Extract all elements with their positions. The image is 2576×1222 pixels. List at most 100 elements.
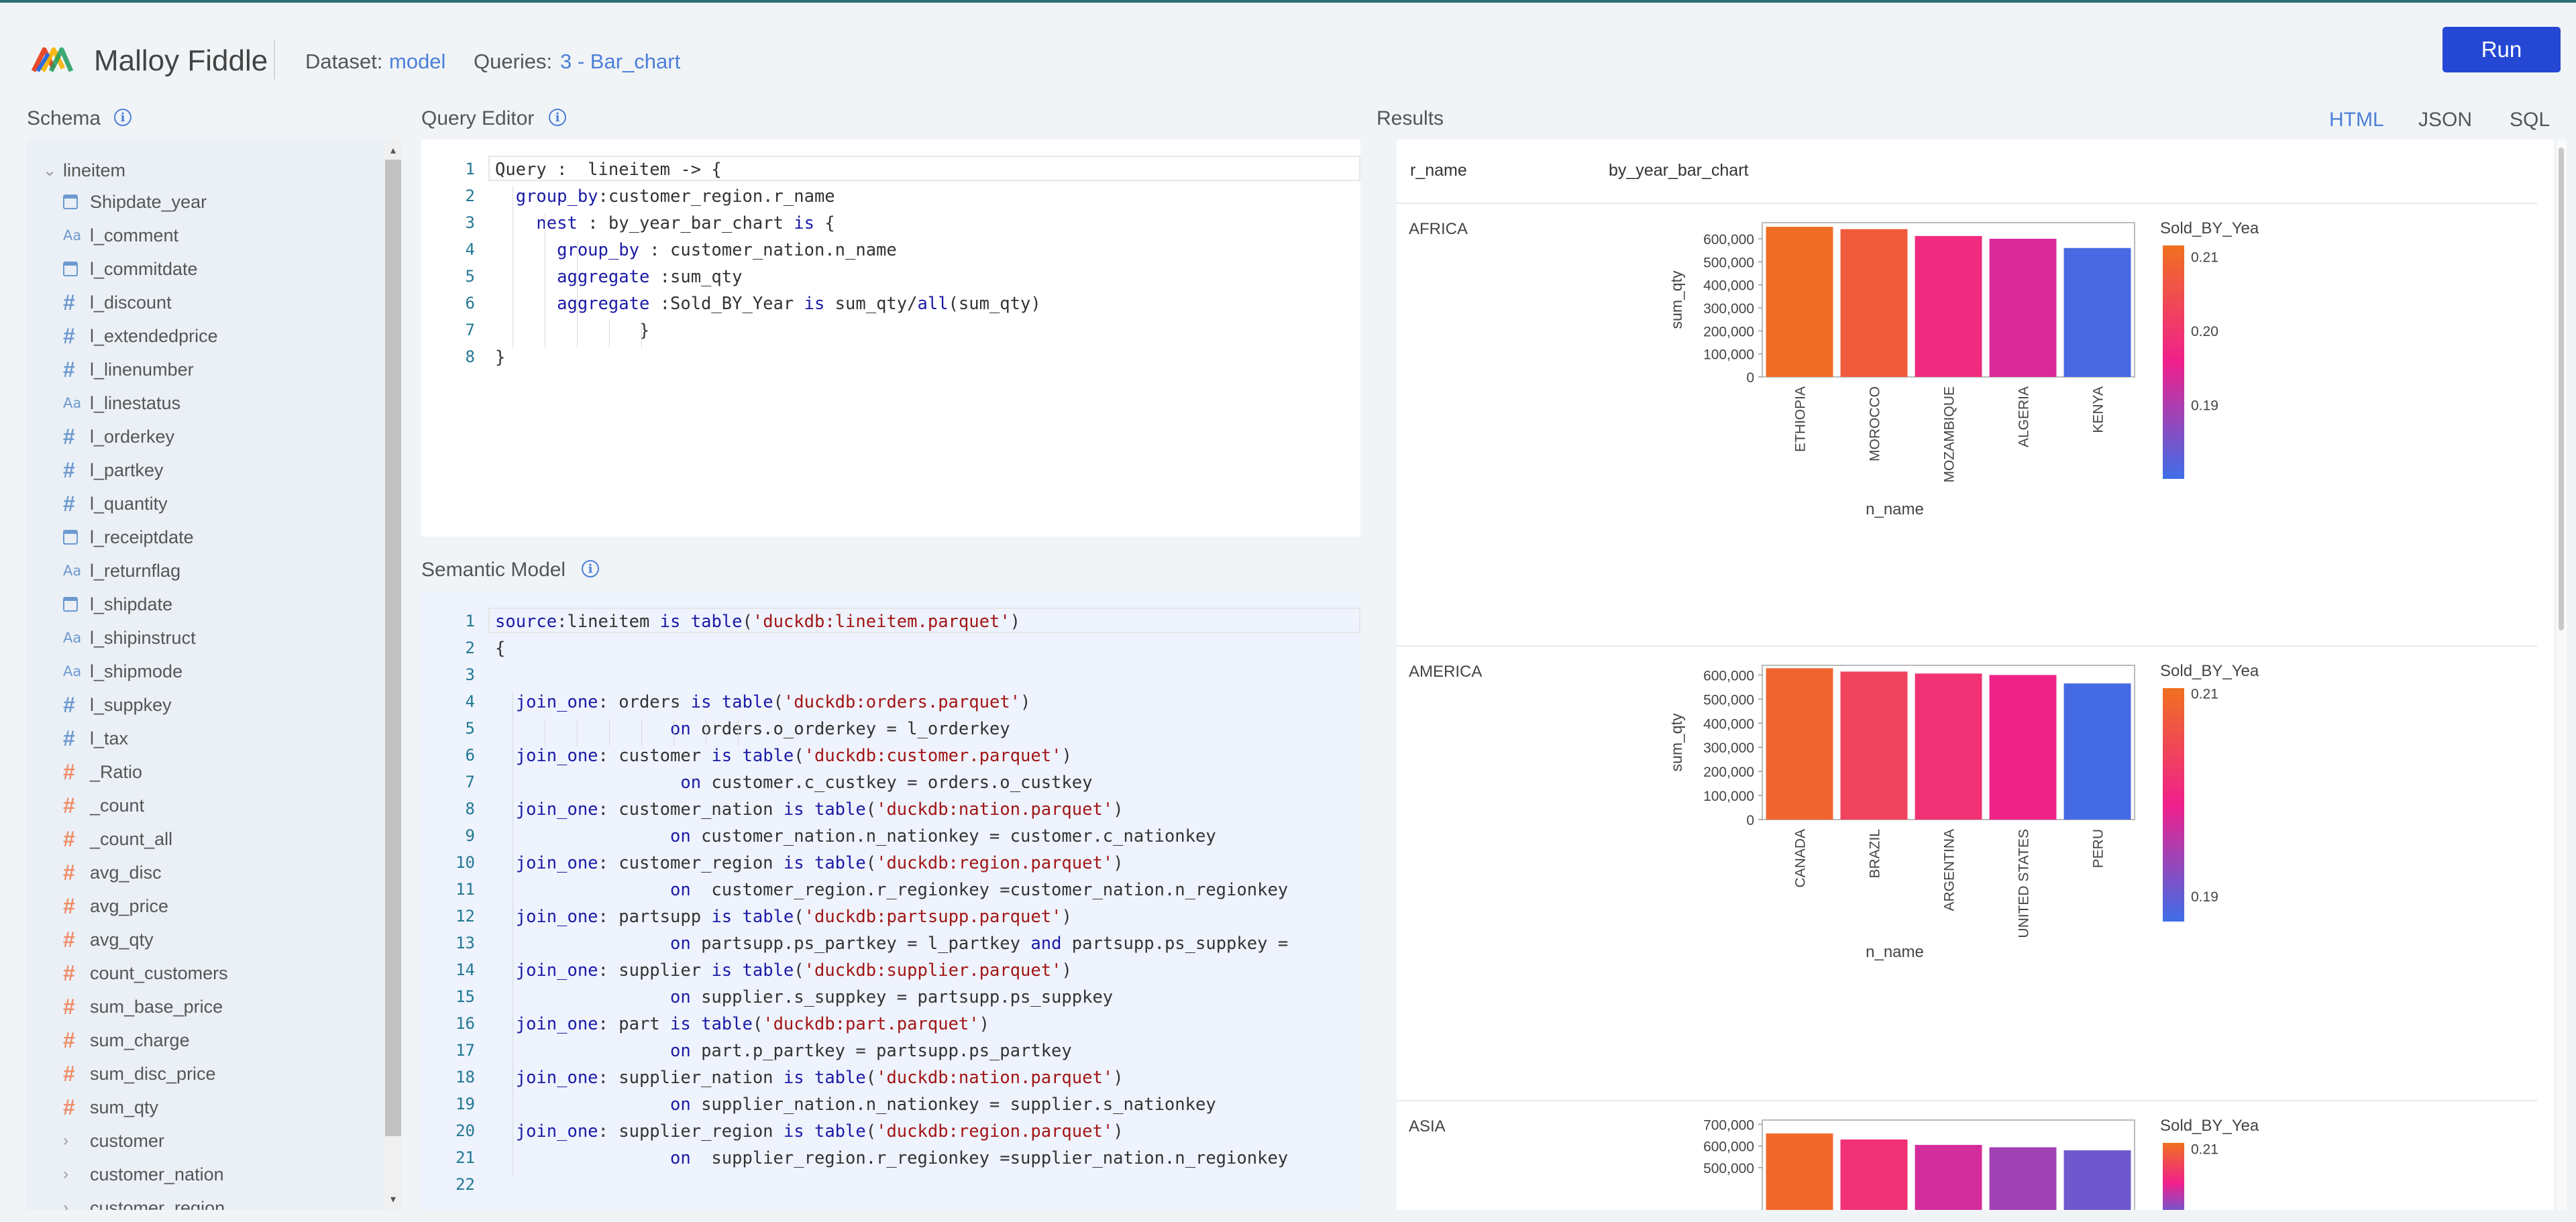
schema-field-l-orderkey[interactable]: # l_orderkey bbox=[63, 420, 228, 453]
code-line[interactable]: } bbox=[495, 347, 505, 368]
query-editor[interactable]: 1 Query : lineitem -> {2 group_by:custome… bbox=[421, 140, 1360, 537]
code-text: ) bbox=[1113, 799, 1124, 820]
bar-chart-america: 0 100,000 200,000 300,000 400,000 500,000 600,… bbox=[1668, 662, 2259, 961]
code-line[interactable]: { bbox=[495, 638, 505, 659]
code-keyword: is bbox=[659, 612, 681, 632]
row-divider bbox=[1397, 203, 2537, 204]
schema-field-l-shipdate[interactable]: l_shipdate bbox=[63, 588, 228, 621]
code-keyword: is bbox=[783, 1121, 804, 1142]
code-text: supplier_nation.n_nationkey = supplier.s… bbox=[690, 1095, 1216, 1115]
tab-html[interactable]: HTML bbox=[2329, 109, 2384, 131]
code-line[interactable]: join_one: supplier_region is table('duck… bbox=[495, 1121, 1124, 1142]
schema-field-l-shipinstruct[interactable]: Aa l_shipinstruct bbox=[63, 621, 228, 655]
code-line[interactable]: on customer.c_custkey = orders.o_custkey bbox=[495, 773, 1092, 793]
run-button[interactable]: Run bbox=[2443, 27, 2561, 72]
code-line[interactable]: on partsupp.ps_partkey = l_partkey and p… bbox=[495, 934, 1288, 954]
schema-field-avg-price[interactable]: # avg_price bbox=[63, 889, 228, 923]
schema-field-l-quantity[interactable]: # l_quantity bbox=[63, 487, 228, 520]
schema-field-customer[interactable]: › customer bbox=[63, 1124, 228, 1158]
dataset-select[interactable]: model bbox=[389, 50, 446, 73]
code-line[interactable]: on customer_nation.n_nationkey = custome… bbox=[495, 826, 1216, 846]
schema-field-sum-charge[interactable]: # sum_charge bbox=[63, 1023, 228, 1057]
code-line[interactable]: join_one: partsupp is table('duckdb:part… bbox=[495, 907, 1072, 927]
schema-field-l-comment[interactable]: Aa l_comment bbox=[63, 219, 228, 252]
schema-field-ratio[interactable]: # _Ratio bbox=[63, 755, 228, 789]
schema-field-l-shipmode[interactable]: Aa l_shipmode bbox=[63, 655, 228, 688]
schema-field-avg-disc[interactable]: # avg_disc bbox=[63, 856, 228, 889]
schema-field-l-partkey[interactable]: # l_partkey bbox=[63, 453, 228, 487]
schema-field-count-customers[interactable]: # count_customers bbox=[63, 956, 228, 990]
code-keyword: table bbox=[742, 746, 794, 766]
schema-field-sum-disc-price[interactable]: # sum_disc_price bbox=[63, 1057, 228, 1091]
code-line[interactable]: on customer_region.r_regionkey =customer… bbox=[495, 880, 1288, 900]
schema-field-l-linestatus[interactable]: Aa l_linestatus bbox=[63, 386, 228, 420]
schema-field-label: l_shipinstruct bbox=[90, 627, 196, 648]
chevron-right-icon: › bbox=[63, 1131, 68, 1150]
schema-field-customer-region[interactable]: › customer_region bbox=[63, 1191, 228, 1211]
code-line[interactable]: on orders.o_orderkey = l_orderkey bbox=[495, 719, 1010, 739]
code-line[interactable]: aggregate :sum_qty bbox=[495, 267, 742, 287]
schema-field-l-extendedprice[interactable]: # l_extendedprice bbox=[63, 319, 228, 353]
schema-field-label: sum_qty bbox=[90, 1097, 159, 1117]
code-line[interactable]: nest : by_year_bar_chart is { bbox=[495, 213, 835, 233]
schema-root-lineitem[interactable]: ⌄ lineitem bbox=[43, 157, 125, 184]
schema-field-count-all[interactable]: # _count_all bbox=[63, 822, 228, 856]
schema-field-avg-qty[interactable]: # avg_qty bbox=[63, 923, 228, 956]
code-text: customer_region.r_regionkey =customer_na… bbox=[690, 880, 1289, 900]
schema-scrollbar[interactable]: ▴ ▾ bbox=[385, 140, 401, 1210]
scroll-up-arrow-icon[interactable]: ▴ bbox=[390, 145, 396, 156]
schema-field-l-linenumber[interactable]: # l_linenumber bbox=[63, 353, 228, 386]
code-line[interactable]: source:lineitem is table('duckdb:lineite… bbox=[495, 612, 1020, 632]
y-tick-label: 0 bbox=[1746, 370, 1754, 386]
code-line[interactable]: } bbox=[495, 321, 649, 341]
schema-field-l-commitdate[interactable]: l_commitdate bbox=[63, 252, 228, 286]
measure-hash-icon: # bbox=[63, 893, 75, 918]
schema-scrollbar-thumb[interactable] bbox=[385, 160, 401, 1136]
code-line[interactable]: join_one: customer is table('duckdb:cust… bbox=[495, 746, 1072, 766]
code-line[interactable]: join_one: customer_region is table('duck… bbox=[495, 853, 1124, 873]
code-line[interactable]: join_one: supplier is table('duckdb:supp… bbox=[495, 960, 1072, 981]
semantic-model-editor[interactable]: 1 source:lineitem is table('duckdb:lineit… bbox=[421, 592, 1360, 1210]
code-line[interactable]: on supplier.s_suppkey = partsupp.ps_supp… bbox=[495, 987, 1113, 1007]
queries-select[interactable]: 3 - Bar_chart bbox=[560, 50, 681, 73]
line-number: 2 bbox=[465, 186, 475, 205]
line-number: 4 bbox=[465, 240, 475, 259]
query-editor-info-icon[interactable]: i bbox=[549, 109, 566, 126]
schema-field-customer-nation[interactable]: › customer_nation bbox=[63, 1158, 228, 1191]
schema-field-l-returnflag[interactable]: Aa l_returnflag bbox=[63, 554, 228, 588]
code-line[interactable]: on part.p_partkey = partsupp.ps_partkey bbox=[495, 1041, 1072, 1061]
schema-field-l-tax[interactable]: # l_tax bbox=[63, 722, 228, 755]
code-line[interactable]: join_one: part is table('duckdb:part.par… bbox=[495, 1014, 989, 1034]
schema-field-shipdate-year[interactable]: Shipdate_year bbox=[63, 185, 228, 219]
schema-field-l-discount[interactable]: # l_discount bbox=[63, 286, 228, 319]
code-text: ( bbox=[794, 960, 804, 981]
code-line[interactable]: Query : lineitem -> { bbox=[495, 160, 722, 180]
queries-label: Queries: bbox=[474, 50, 553, 73]
tab-sql[interactable]: SQL bbox=[2510, 109, 2551, 131]
scroll-down-arrow-icon[interactable]: ▾ bbox=[390, 1194, 396, 1205]
schema-info-icon[interactable]: i bbox=[114, 109, 131, 126]
y-tick-label: 600,000 bbox=[1703, 232, 1754, 247]
code-line[interactable]: group_by:customer_region.r_name bbox=[495, 186, 835, 207]
schema-field-count[interactable]: # _count bbox=[63, 789, 228, 822]
code-line[interactable]: join_one: orders is table('duckdb:orders… bbox=[495, 692, 1031, 712]
semantic-model-info-icon[interactable]: i bbox=[582, 560, 599, 577]
schema-field-sum-qty[interactable]: # sum_qty bbox=[63, 1091, 228, 1124]
tab-json[interactable]: JSON bbox=[2418, 109, 2473, 131]
code-keyword: on bbox=[670, 1041, 691, 1061]
code-line[interactable]: on supplier_nation.n_nationkey = supplie… bbox=[495, 1095, 1216, 1115]
color-legend-tick: 0.21 bbox=[2191, 250, 2218, 266]
code-line[interactable]: aggregate :Sold_BY_Year is sum_qty/all(s… bbox=[495, 294, 1041, 314]
schema-field-sum-base-price[interactable]: # sum_base_price bbox=[63, 990, 228, 1023]
code-line[interactable]: join_one: customer_nation is table('duck… bbox=[495, 799, 1124, 820]
row-divider bbox=[1397, 1100, 2537, 1101]
line-number: 22 bbox=[455, 1175, 475, 1194]
schema-field-l-suppkey[interactable]: # l_suppkey bbox=[63, 688, 228, 722]
code-line[interactable]: group_by : customer_nation.n_name bbox=[495, 240, 897, 260]
y-tick-label: 500,000 bbox=[1703, 692, 1754, 708]
schema-field-l-receiptdate[interactable]: l_receiptdate bbox=[63, 520, 228, 554]
number-hash-icon: # bbox=[63, 692, 75, 717]
results-scrollbar-thumb[interactable] bbox=[2559, 148, 2564, 630]
code-line[interactable]: join_one: supplier_nation is table('duck… bbox=[495, 1068, 1124, 1088]
code-line[interactable]: on supplier_region.r_regionkey =supplier… bbox=[495, 1148, 1288, 1168]
